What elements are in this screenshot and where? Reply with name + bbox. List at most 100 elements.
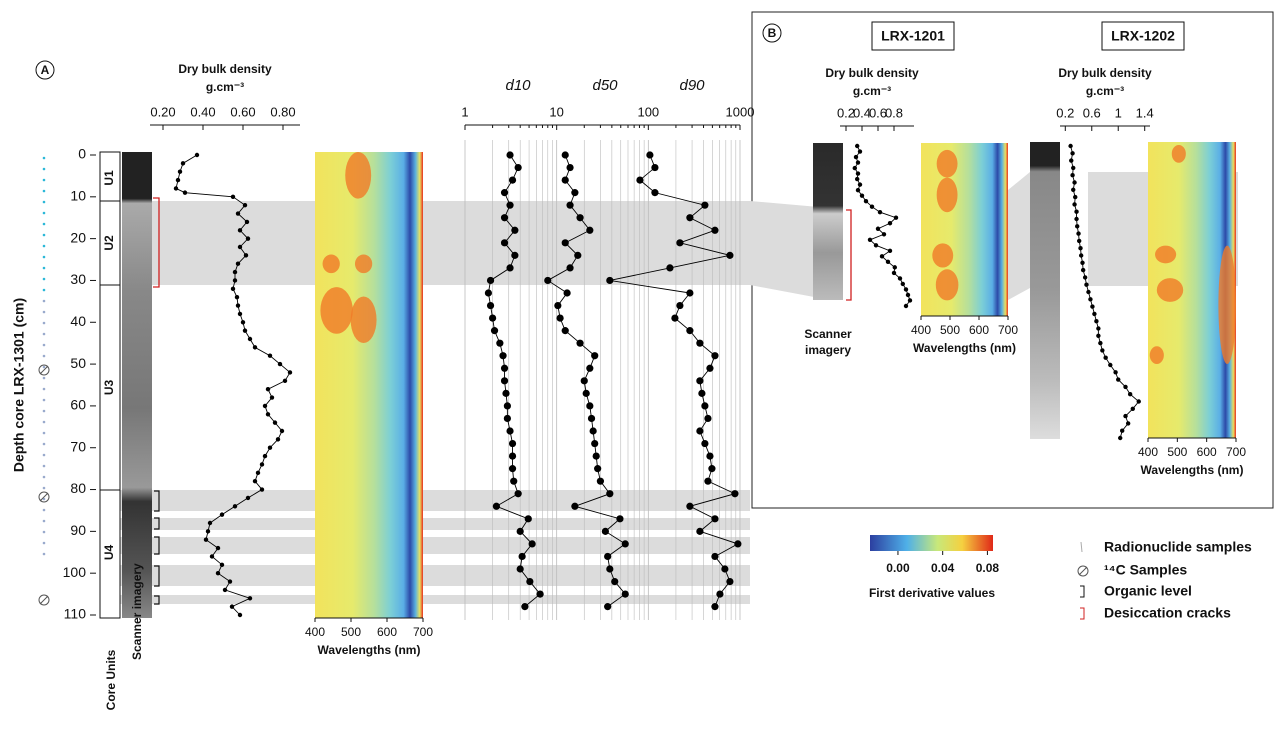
point (231, 287, 235, 291)
point (591, 352, 598, 359)
point (666, 264, 673, 271)
point (246, 496, 250, 500)
point (876, 227, 880, 231)
x-axis-label: Wavelengths (nm) (318, 643, 421, 657)
point (686, 214, 693, 221)
point (571, 189, 578, 196)
point (208, 521, 212, 525)
point (856, 160, 860, 164)
point (1100, 348, 1104, 352)
point (280, 429, 284, 433)
x-tick-label: 600 (377, 625, 397, 639)
axis-label: Core Units (104, 649, 118, 710)
chart-title: Dry bulk density (825, 66, 919, 80)
point (1094, 319, 1098, 323)
sample-dot (43, 355, 46, 358)
sample-dot (43, 223, 46, 226)
point (622, 590, 629, 597)
point (1096, 334, 1100, 338)
point (1076, 231, 1080, 235)
point (651, 164, 658, 171)
colorbar-tick-label: 0.04 (931, 561, 955, 575)
sample-dot (43, 366, 46, 369)
point (731, 490, 738, 497)
point (501, 239, 508, 246)
series-label: d50 (592, 77, 618, 94)
heatmap-patch (1157, 278, 1183, 302)
point (1118, 436, 1122, 440)
point (854, 155, 858, 159)
heatmap (315, 152, 423, 618)
point (270, 395, 274, 399)
point (886, 260, 890, 264)
point (248, 337, 252, 341)
band (120, 565, 750, 586)
heatmap-patch (345, 152, 371, 199)
heatmap-patch (1218, 246, 1236, 364)
sample-dot (43, 520, 46, 523)
x-tick-label: 0.20 (150, 104, 175, 119)
point (1074, 210, 1078, 214)
heatmap-patch (936, 269, 959, 300)
sample-dot (43, 344, 46, 347)
point (711, 227, 718, 234)
sample-dot (43, 421, 46, 424)
point (583, 390, 590, 397)
point (716, 590, 723, 597)
x-tick-label: 1 (461, 104, 468, 119)
point (734, 540, 741, 547)
point (1072, 180, 1076, 184)
sample-dot (43, 399, 46, 402)
point (888, 221, 892, 225)
point (686, 327, 693, 334)
y-tick-label: 20 (70, 229, 86, 245)
point (564, 289, 571, 296)
sample-dot (43, 212, 46, 215)
point (1086, 290, 1090, 294)
point (562, 151, 569, 158)
point (898, 276, 902, 280)
x-tick-label: 1 (1115, 105, 1122, 120)
point (233, 278, 237, 282)
point (1072, 202, 1076, 206)
y-tick-label: 100 (63, 564, 87, 580)
point (696, 340, 703, 347)
heatmap-patch (320, 287, 352, 334)
colorbar-label: First derivative values (869, 586, 995, 600)
sample-dot (43, 157, 46, 160)
point (238, 228, 242, 232)
sample-dot (43, 168, 46, 171)
point (894, 216, 898, 220)
point (525, 515, 532, 522)
point (511, 252, 518, 259)
point (574, 252, 581, 259)
point (510, 478, 517, 485)
sample-dot (43, 465, 46, 468)
point (602, 528, 609, 535)
sample-dot (43, 179, 46, 182)
point (519, 553, 526, 560)
point (593, 452, 600, 459)
heatmap-patch (932, 243, 953, 267)
point (706, 365, 713, 372)
point (1071, 188, 1075, 192)
point (238, 312, 242, 316)
point (864, 199, 868, 203)
x-axis-label: Wavelengths (nm) (913, 341, 1016, 355)
point (604, 603, 611, 610)
point (1128, 392, 1132, 396)
point (893, 265, 897, 269)
point (206, 529, 210, 533)
point (515, 164, 522, 171)
point (1083, 275, 1087, 279)
x-tick-label: 400 (1138, 445, 1158, 459)
band-link (1008, 172, 1030, 300)
point (1123, 385, 1127, 389)
point (646, 151, 653, 158)
point (701, 440, 708, 447)
point (726, 252, 733, 259)
point (244, 253, 248, 257)
point (174, 186, 178, 190)
point (216, 546, 220, 550)
point (1131, 407, 1135, 411)
